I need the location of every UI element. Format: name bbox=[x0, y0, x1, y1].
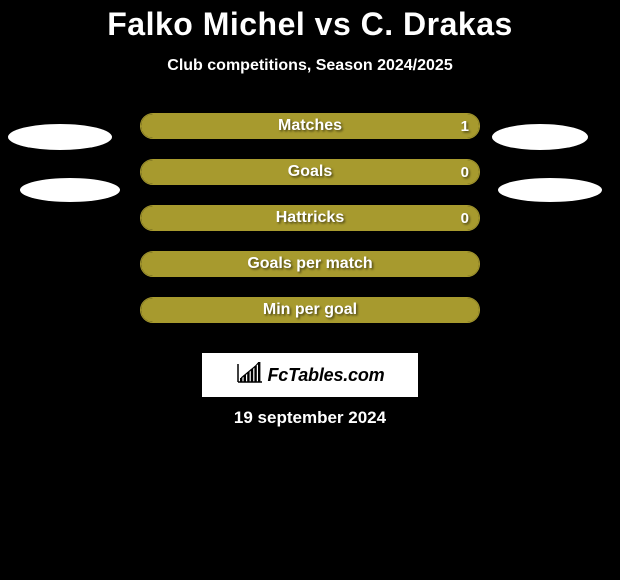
bar-fill bbox=[141, 114, 479, 138]
source-badge: FcTables.com bbox=[202, 353, 418, 397]
stat-row: Goals per match bbox=[0, 251, 620, 277]
bar-fill bbox=[141, 206, 479, 230]
stat-row: 0Goals bbox=[0, 159, 620, 185]
bar-chart-icon bbox=[236, 362, 264, 389]
bar-fill bbox=[141, 298, 479, 322]
page-subtitle: Club competitions, Season 2024/2025 bbox=[0, 57, 620, 75]
stat-value: 1 bbox=[461, 114, 469, 139]
stat-value: 0 bbox=[461, 160, 469, 185]
stat-row: Min per goal bbox=[0, 297, 620, 323]
badge-text: FcTables.com bbox=[268, 365, 385, 386]
date-label: 19 september 2024 bbox=[0, 408, 620, 428]
stat-row: 1Matches bbox=[0, 113, 620, 139]
bar-fill bbox=[141, 160, 479, 184]
bar-track: 1 bbox=[140, 113, 480, 139]
stat-value: 0 bbox=[461, 206, 469, 231]
stat-row: 0Hattricks bbox=[0, 205, 620, 231]
page-title: Falko Michel vs C. Drakas bbox=[0, 0, 620, 43]
bar-track bbox=[140, 297, 480, 323]
bar-track: 0 bbox=[140, 159, 480, 185]
bar-fill bbox=[141, 252, 479, 276]
bar-track: 0 bbox=[140, 205, 480, 231]
bar-track bbox=[140, 251, 480, 277]
